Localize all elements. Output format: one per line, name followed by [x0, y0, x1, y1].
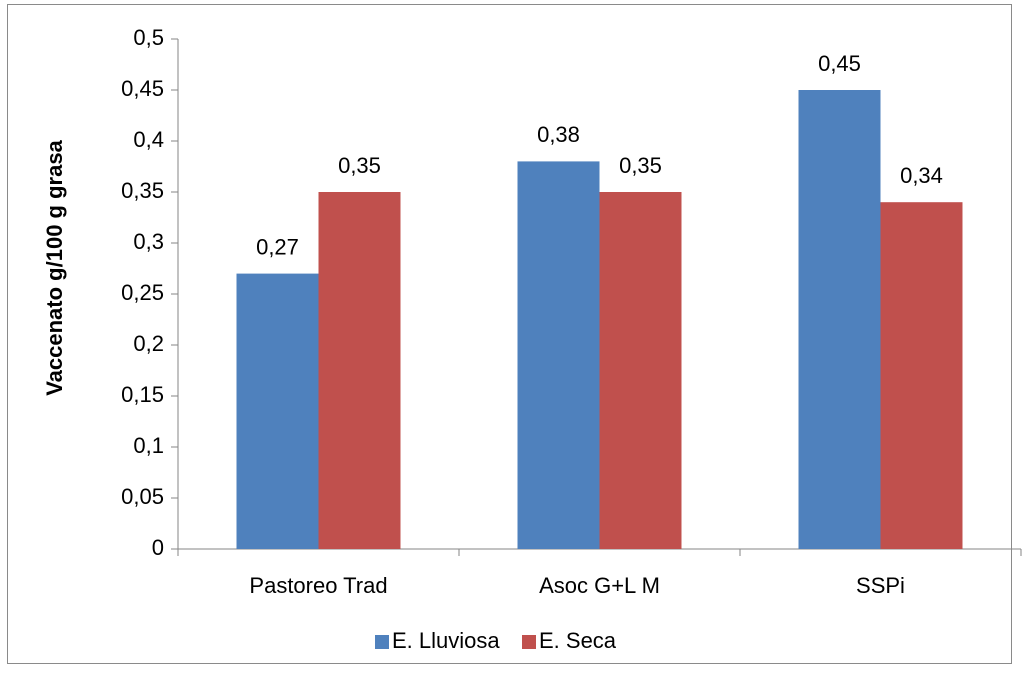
bar [517, 161, 600, 549]
data-labels: 0,27 0,38 0,45 0,35 0,35 0,34 [256, 51, 943, 260]
x-tick-label: Pastoreo Trad [249, 573, 387, 598]
legend-swatch [522, 635, 536, 649]
legend-item: E. Lluviosa [375, 628, 500, 653]
bar [880, 202, 963, 549]
bar [599, 192, 682, 549]
y-tick-label: 0,35 [121, 178, 164, 203]
y-tick-label: 0,45 [121, 76, 164, 101]
data-label: 0,35 [619, 153, 662, 178]
bars [236, 90, 963, 549]
y-ticks: 0 0,05 0,1 0,15 0,2 0,25 0,3 0,35 0,4 0,45 0,5 [121, 25, 178, 560]
y-axis-title: Vaccenato g/100 g grasa [42, 139, 67, 395]
y-tick-label: 0,3 [133, 229, 164, 254]
y-axis-label: Vaccenato g/100 g grasa [42, 139, 67, 395]
bar [318, 192, 401, 549]
bar [236, 273, 319, 549]
legend-label: E. Lluviosa [392, 628, 500, 653]
x-ticks: Pastoreo Trad Asoc G+L M SSPi [177, 549, 1022, 598]
data-label: 0,27 [256, 234, 299, 259]
legend: E. Lluviosa E. Seca [375, 628, 617, 653]
legend-label: E. Seca [539, 628, 617, 653]
data-label: 0,34 [900, 163, 943, 188]
data-label: 0,45 [818, 51, 861, 76]
legend-item: E. Seca [522, 628, 617, 653]
x-tick-label: SSPi [856, 573, 905, 598]
y-tick-label: 0,4 [133, 127, 164, 152]
y-tick-label: 0,05 [121, 484, 164, 509]
y-tick-label: 0,25 [121, 280, 164, 305]
y-tick-label: 0,2 [133, 331, 164, 356]
y-tick-label: 0,5 [133, 25, 164, 50]
data-label: 0,38 [537, 122, 580, 147]
y-tick-label: 0 [152, 535, 164, 560]
bar [798, 90, 881, 549]
data-label: 0,35 [338, 153, 381, 178]
y-tick-label: 0,15 [121, 382, 164, 407]
y-tick-label: 0,1 [133, 433, 164, 458]
legend-swatch [375, 635, 389, 649]
x-tick-label: Asoc G+L M [539, 573, 660, 598]
